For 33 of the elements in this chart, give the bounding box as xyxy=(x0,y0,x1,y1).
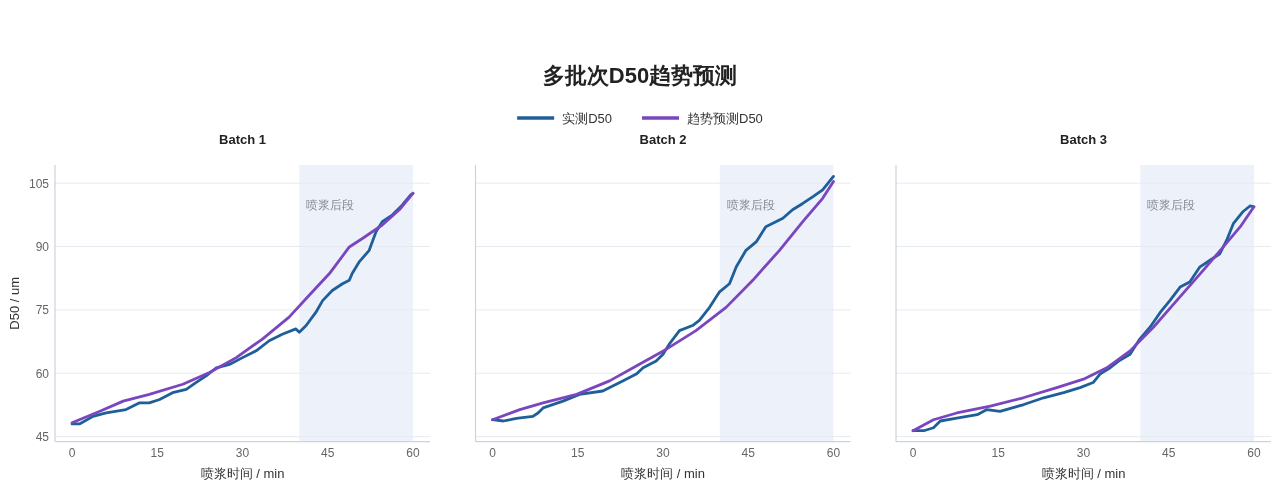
y-axis-title: D50 / um xyxy=(7,276,22,330)
x-axis-title: 喷浆时间 / min xyxy=(200,465,285,481)
x-tick-label: 30 xyxy=(1076,445,1091,460)
x-axis-title: 喷浆时间 / min xyxy=(1041,465,1126,481)
chart-title: Batch 2 xyxy=(639,132,687,147)
x-tick-label: 30 xyxy=(235,445,250,460)
x-tick-label: 15 xyxy=(991,445,1006,460)
chart-title: Batch 3 xyxy=(1060,132,1107,147)
x-tick-label: 60 xyxy=(406,445,420,460)
x-tick-label: 30 xyxy=(656,445,670,460)
x-tick-label: 45 xyxy=(741,445,756,460)
legend-label: 实测D50 xyxy=(562,110,612,126)
y-tick-label: 75 xyxy=(35,303,50,318)
x-tick-label: 60 xyxy=(826,445,841,460)
x-tick-label: 45 xyxy=(1162,445,1176,460)
x-tick-label: 15 xyxy=(150,445,165,460)
y-tick-label: 105 xyxy=(28,176,50,191)
x-tick-label: 15 xyxy=(571,445,585,460)
y-tick-label: 90 xyxy=(35,240,50,255)
band-label: 喷浆后段 xyxy=(306,198,355,212)
band-label: 喷浆后段 xyxy=(1147,198,1196,212)
band-label: 喷浆后段 xyxy=(726,198,775,212)
y-tick-label: 45 xyxy=(35,430,50,445)
chart-title: Batch 1 xyxy=(219,132,266,147)
x-tick-label: 0 xyxy=(68,445,76,460)
x-tick-label: 60 xyxy=(1247,445,1261,460)
x-axis-title: 喷浆时间 / min xyxy=(621,465,705,481)
x-tick-label: 0 xyxy=(489,445,497,460)
y-tick-label: 60 xyxy=(35,366,50,381)
x-tick-label: 0 xyxy=(909,445,917,460)
text: 多批次D50趋势预测 xyxy=(542,63,738,88)
legend-label: 趋势预测D50 xyxy=(687,110,763,126)
x-tick-label: 45 xyxy=(321,445,335,460)
